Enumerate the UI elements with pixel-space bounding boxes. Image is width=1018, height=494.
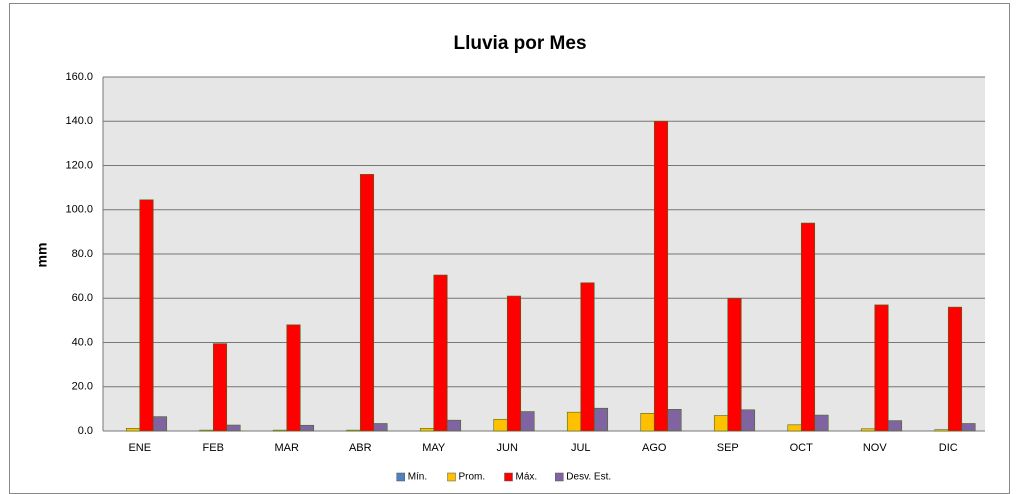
y-tick-label: 140.0 <box>65 115 93 127</box>
bar <box>299 424 315 432</box>
bar <box>800 222 816 432</box>
bar <box>125 428 141 432</box>
bar <box>713 415 729 432</box>
y-axis-label: mm <box>34 243 50 268</box>
y-tick-label: 160.0 <box>65 71 93 83</box>
bar <box>506 295 522 432</box>
bar <box>961 423 976 432</box>
bar <box>947 306 963 432</box>
x-tick-label: FEB <box>203 442 224 454</box>
bar <box>199 429 214 432</box>
bar <box>653 120 669 432</box>
legend-label: Desv. Est. <box>566 472 611 483</box>
legend-swatch <box>447 472 456 482</box>
legend-label: Mín. <box>408 472 427 483</box>
bar <box>272 429 288 432</box>
legend-swatch <box>396 472 405 482</box>
bar <box>566 411 582 432</box>
bar <box>139 199 154 432</box>
x-tick-label: NOV <box>863 442 888 454</box>
bar <box>446 419 462 432</box>
bar <box>286 324 301 432</box>
x-tick-label: OCT <box>790 442 814 454</box>
bar <box>346 429 361 432</box>
bar <box>520 411 535 432</box>
bar <box>226 424 241 432</box>
y-tick-label: 120.0 <box>65 159 93 171</box>
bar <box>640 412 655 432</box>
bar <box>874 304 889 432</box>
bar <box>493 418 508 432</box>
legend-swatch <box>555 472 564 482</box>
x-tick-label: MAR <box>275 442 300 454</box>
bar <box>580 282 595 432</box>
y-tick-label: 100.0 <box>65 204 93 216</box>
bar <box>887 420 903 432</box>
bar <box>212 343 228 432</box>
x-tick-label: ENE <box>128 442 151 454</box>
x-tick-label: MAY <box>422 442 446 454</box>
x-tick-label: SEP <box>717 442 739 454</box>
legend-swatch <box>504 472 513 482</box>
bar <box>727 297 742 432</box>
bar <box>934 429 949 432</box>
chart-title: Lluvia por Mes <box>453 33 586 54</box>
bar <box>860 428 876 432</box>
x-tick-label: ABR <box>349 442 372 454</box>
bar <box>359 174 375 432</box>
legend-label: Prom. <box>459 472 486 483</box>
bar <box>373 423 388 432</box>
y-tick-label: 20.0 <box>72 381 93 393</box>
y-tick-label: 40.0 <box>72 336 93 348</box>
bar <box>740 409 756 432</box>
bar <box>433 274 448 432</box>
bar <box>814 414 829 432</box>
y-tick-label: 0.0 <box>78 425 93 437</box>
legend-label: Máx. <box>516 472 538 483</box>
bar <box>593 407 609 432</box>
bar <box>419 428 435 432</box>
y-tick-label: 80.0 <box>72 248 93 260</box>
x-tick-label: AGO <box>642 442 667 454</box>
x-tick-label: JUL <box>571 442 591 454</box>
bar <box>152 416 168 432</box>
bar <box>787 424 802 432</box>
x-tick-label: JUN <box>497 442 518 454</box>
y-tick-label: 60.0 <box>72 292 93 304</box>
bar <box>667 409 682 432</box>
x-tick-label: DIC <box>939 442 958 454</box>
